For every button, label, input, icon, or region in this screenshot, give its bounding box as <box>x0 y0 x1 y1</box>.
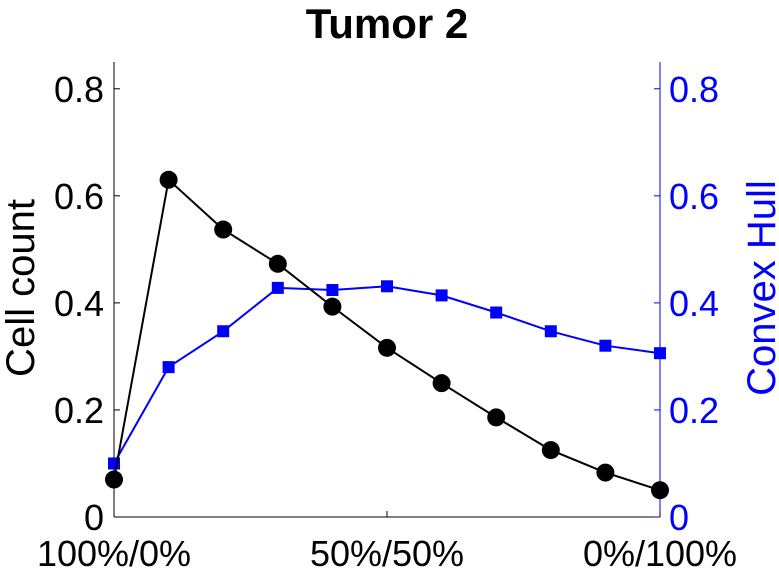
cell-count-point <box>323 297 342 316</box>
left-tick-label: 0.8 <box>54 69 104 110</box>
cell-count-point <box>432 374 451 393</box>
plot-series <box>105 170 669 500</box>
convex-hull-point <box>381 280 393 293</box>
cell-count-point <box>651 481 669 500</box>
axes: 0 0.2 0.4 0.6 0.8 0 0.2 0.4 0.6 0.8 100%/0% 50%/50%… <box>37 62 737 569</box>
convex-hull-line <box>113 285 661 464</box>
cell-count-point <box>105 470 123 489</box>
left-axis-label: Cell count <box>0 199 43 377</box>
cell-count-point <box>214 220 233 239</box>
left-tick-label: 0.2 <box>54 390 104 431</box>
left-tick-label: 0 <box>84 497 104 538</box>
x-tick-label: 50%/50% <box>310 533 464 569</box>
convex-hull-point <box>544 325 557 338</box>
right-tick-label: 0.8 <box>669 69 719 110</box>
x-tick-label: 0%/100% <box>583 533 737 569</box>
convex-hull-point <box>162 361 175 374</box>
x-tick-label: 100%/0% <box>37 533 191 569</box>
cell-count-point <box>378 338 396 357</box>
convex-hull-point <box>490 306 503 319</box>
cell-count-line <box>113 177 661 492</box>
right-tick-label: 0.4 <box>669 283 719 324</box>
right-tick-label: 0.2 <box>669 390 719 431</box>
convex-hull-point <box>326 284 339 297</box>
convex-hull-point <box>217 325 230 338</box>
cell-count-point <box>596 463 615 482</box>
convex-hull-point <box>599 339 612 352</box>
left-tick-label: 0.6 <box>54 176 104 217</box>
convex-hull-point <box>435 289 448 302</box>
right-axis-label: Convex Hull <box>740 180 779 396</box>
right-tick-label: 0.6 <box>669 176 719 217</box>
right-tick-label: 0 <box>669 497 689 538</box>
cell-count-point <box>487 408 506 427</box>
cell-count-point <box>268 254 287 273</box>
left-tick-label: 0.4 <box>54 283 104 324</box>
cell-count-point <box>541 441 560 460</box>
convex-hull-point <box>654 347 666 360</box>
chart-title: Tumor 2 <box>306 0 469 47</box>
convex-hull-point <box>271 281 284 294</box>
cell-count-point <box>159 170 178 189</box>
